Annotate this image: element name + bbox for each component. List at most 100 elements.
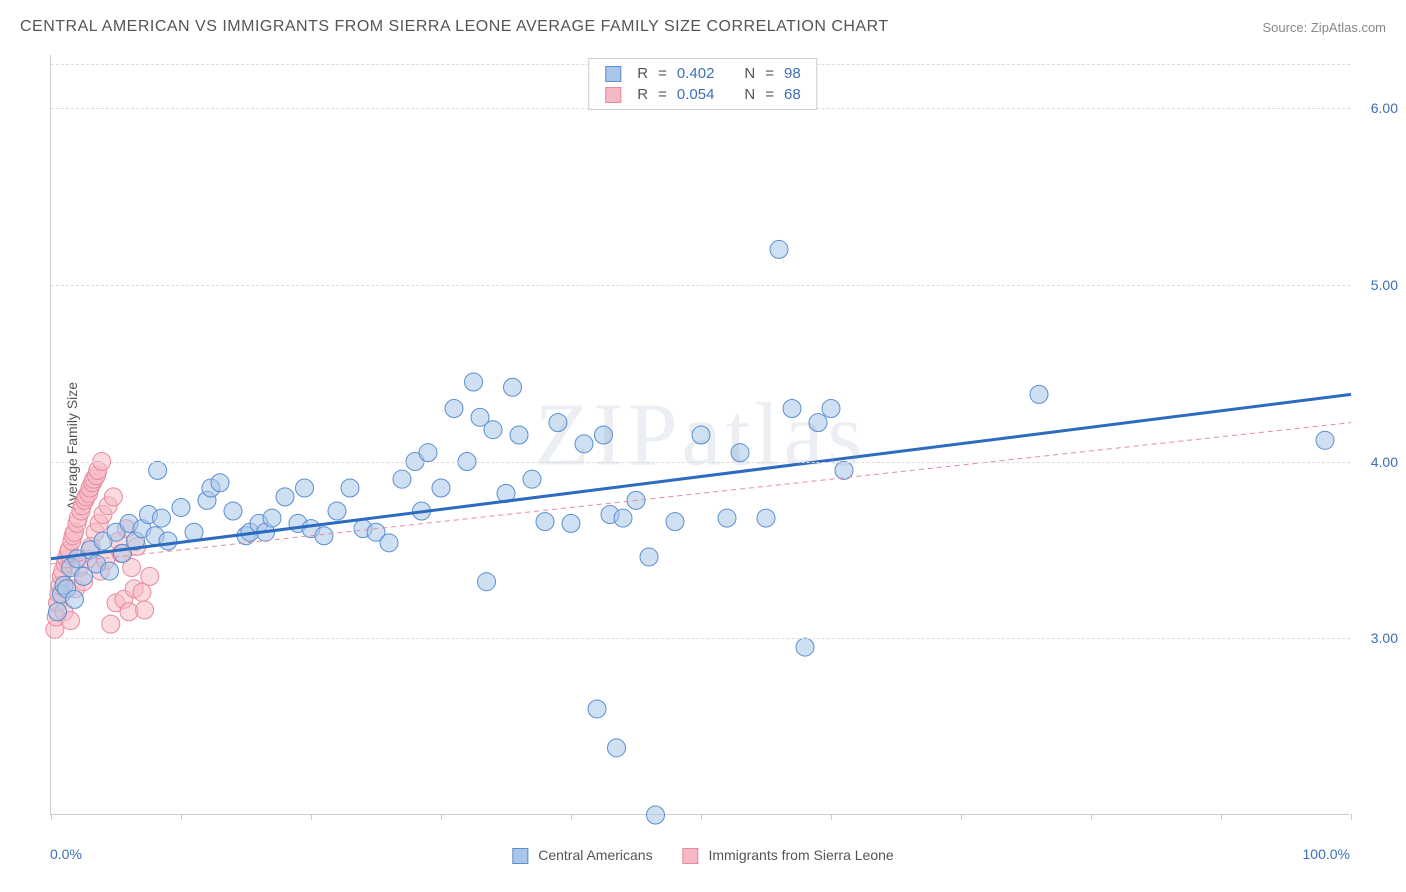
scatter-point — [536, 513, 554, 531]
ytick-label: 5.00 — [1371, 277, 1398, 293]
ytick-label: 6.00 — [1371, 100, 1398, 116]
scatter-point — [136, 601, 154, 619]
scatter-point — [1316, 431, 1334, 449]
scatter-point — [149, 461, 167, 479]
scatter-point — [640, 548, 658, 566]
scatter-point — [770, 240, 788, 258]
scatter-point — [141, 567, 159, 585]
n-value-1: 98 — [784, 65, 801, 82]
scatter-point — [783, 399, 801, 417]
r-label: R — [637, 86, 648, 103]
scatter-point — [484, 421, 502, 439]
scatter-point — [666, 513, 684, 531]
chart-title: CENTRAL AMERICAN VS IMMIGRANTS FROM SIER… — [20, 18, 889, 36]
scatter-point — [465, 373, 483, 391]
xtick — [701, 814, 702, 820]
swatch-series1 — [605, 66, 621, 82]
legend-label-1: Central Americans — [538, 847, 652, 863]
scatter-point — [276, 488, 294, 506]
scatter-point — [432, 479, 450, 497]
ytick-label: 4.00 — [1371, 454, 1398, 470]
scatter-point — [153, 509, 171, 527]
eq-sign: = — [658, 65, 667, 82]
scatter-point — [562, 514, 580, 532]
scatter-point — [296, 479, 314, 497]
eq-sign: = — [658, 86, 667, 103]
swatch-series1-bottom — [512, 848, 528, 864]
n-label: N — [744, 65, 755, 82]
scatter-point — [49, 603, 67, 621]
scatter-point — [614, 509, 632, 527]
ytick-label: 3.00 — [1371, 630, 1398, 646]
grid-line — [51, 285, 1350, 286]
source-label: Source: ZipAtlas.com — [1262, 20, 1386, 35]
scatter-point — [315, 527, 333, 545]
scatter-point — [101, 562, 119, 580]
scatter-point — [65, 590, 83, 608]
legend-label-2: Immigrants from Sierra Leone — [708, 847, 893, 863]
swatch-series2 — [605, 87, 621, 103]
xtick — [181, 814, 182, 820]
xtick — [1351, 814, 1352, 820]
scatter-point — [341, 479, 359, 497]
scatter-point — [647, 806, 665, 824]
r-label: R — [637, 65, 648, 82]
grid-line — [51, 638, 1350, 639]
n-value-2: 68 — [784, 86, 801, 103]
scatter-point — [718, 509, 736, 527]
x-axis-min-label: 0.0% — [50, 846, 82, 862]
xtick — [961, 814, 962, 820]
scatter-point — [731, 444, 749, 462]
swatch-series2-bottom — [683, 848, 699, 864]
scatter-point — [172, 498, 190, 516]
stats-row-series2: R = 0.054 N = 68 — [605, 84, 800, 105]
grid-line — [51, 462, 1350, 463]
xtick — [571, 814, 572, 820]
scatter-point — [588, 700, 606, 718]
r-value-2: 0.054 — [677, 86, 715, 103]
scatter-point — [523, 470, 541, 488]
scatter-point — [549, 414, 567, 432]
scatter-point — [102, 615, 120, 633]
xtick — [1091, 814, 1092, 820]
scatter-point — [692, 426, 710, 444]
xtick — [441, 814, 442, 820]
scatter-point — [796, 638, 814, 656]
chart-header: CENTRAL AMERICAN VS IMMIGRANTS FROM SIER… — [20, 18, 1386, 36]
xtick — [1221, 814, 1222, 820]
scatter-point — [263, 509, 281, 527]
x-axis-max-label: 100.0% — [1303, 846, 1350, 862]
trend-line — [51, 394, 1351, 558]
stats-legend-box: R = 0.402 N = 98 R = 0.054 N = 68 — [588, 58, 817, 110]
scatter-point — [380, 534, 398, 552]
scatter-point — [757, 509, 775, 527]
legend-item-2: Immigrants from Sierra Leone — [683, 847, 894, 864]
scatter-point — [224, 502, 242, 520]
scatter-plot — [51, 55, 1350, 814]
xtick — [831, 814, 832, 820]
scatter-point — [445, 399, 463, 417]
scatter-point — [595, 426, 613, 444]
scatter-point — [133, 583, 151, 601]
scatter-point — [510, 426, 528, 444]
eq-sign: = — [765, 65, 774, 82]
r-value-1: 0.402 — [677, 65, 715, 82]
chart-area: ZIPatlas 3.004.005.006.00 — [50, 55, 1350, 815]
scatter-point — [809, 414, 827, 432]
scatter-point — [393, 470, 411, 488]
scatter-point — [104, 488, 122, 506]
xtick — [51, 814, 52, 820]
scatter-point — [1030, 385, 1048, 403]
stats-row-series1: R = 0.402 N = 98 — [605, 63, 800, 84]
scatter-point — [575, 435, 593, 453]
scatter-point — [504, 378, 522, 396]
legend-item-1: Central Americans — [512, 847, 652, 864]
scatter-point — [822, 399, 840, 417]
xtick — [311, 814, 312, 820]
scatter-point — [328, 502, 346, 520]
n-label: N — [744, 86, 755, 103]
scatter-point — [211, 474, 229, 492]
scatter-point — [419, 444, 437, 462]
scatter-point — [478, 573, 496, 591]
scatter-point — [608, 739, 626, 757]
